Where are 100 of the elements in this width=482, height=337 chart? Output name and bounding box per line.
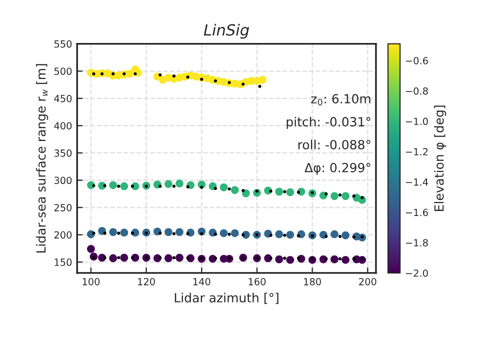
point — [186, 256, 190, 260]
point — [258, 84, 262, 88]
point — [103, 256, 106, 260]
point — [103, 184, 106, 188]
point — [286, 256, 294, 264]
point — [283, 190, 286, 194]
y-tick-label: 550 — [54, 40, 72, 48]
point — [324, 234, 328, 238]
point — [269, 234, 272, 237]
point — [275, 188, 284, 196]
color-bar-label: −1.2 — [406, 148, 428, 156]
point — [158, 256, 162, 260]
point — [269, 256, 272, 260]
y-tick-label: 150 — [54, 258, 72, 266]
point — [230, 229, 239, 238]
point — [176, 180, 184, 188]
point — [338, 257, 342, 260]
point — [360, 196, 364, 200]
point — [342, 231, 350, 240]
point — [242, 233, 245, 236]
point — [164, 228, 172, 236]
point — [330, 255, 338, 264]
point — [164, 254, 172, 262]
color-bar-label: −1.8 — [406, 239, 428, 246]
point — [130, 184, 134, 188]
point — [117, 184, 120, 188]
color-bar-label: −0.8 — [406, 87, 428, 95]
y-tick-label: 500 — [54, 68, 72, 75]
point — [286, 230, 294, 239]
point — [214, 186, 218, 190]
point — [92, 72, 96, 76]
point — [130, 232, 134, 235]
point — [242, 189, 250, 198]
point — [176, 228, 184, 236]
y-tick-label: 350 — [54, 149, 72, 157]
point — [109, 181, 118, 190]
point — [338, 234, 342, 238]
color-bar-title: Elevation φ [deg] — [434, 106, 446, 211]
point — [172, 256, 176, 260]
annotation: pitch: -0.031° — [286, 116, 370, 129]
point — [87, 245, 95, 253]
point — [117, 232, 120, 235]
point — [258, 76, 266, 84]
point — [352, 257, 356, 260]
point — [200, 186, 204, 189]
point — [283, 234, 286, 237]
x-axis-title: Lidar azimuth [°] — [174, 292, 278, 304]
y-tick-label: 300 — [54, 176, 72, 184]
y-tick-label: 450 — [54, 94, 72, 102]
point — [120, 182, 128, 190]
point — [214, 256, 218, 260]
point — [172, 74, 176, 78]
point — [275, 230, 284, 238]
x-tick-label: 160 — [248, 278, 266, 286]
color-bar-label: −1.6 — [406, 208, 428, 216]
annotation: roll: -0.088° — [298, 140, 370, 150]
point — [92, 184, 96, 188]
point — [186, 185, 190, 188]
point — [230, 186, 239, 194]
point — [228, 187, 231, 190]
color-bar-label: −1.0 — [406, 118, 428, 126]
point — [214, 79, 218, 82]
annotation: Δφ: 0.299° — [304, 162, 370, 175]
point — [164, 180, 172, 188]
point — [103, 232, 106, 235]
point — [109, 228, 118, 236]
point — [296, 256, 300, 260]
point — [186, 232, 190, 236]
annotation: z$_{0}$: 6.10m — [311, 94, 370, 106]
point — [228, 232, 231, 236]
point — [324, 257, 328, 260]
point — [92, 232, 96, 235]
point — [269, 190, 272, 193]
point — [126, 70, 134, 78]
point — [242, 189, 245, 192]
point — [120, 228, 128, 237]
point — [158, 184, 162, 188]
y-tick-label: 200 — [54, 231, 72, 239]
point — [342, 256, 350, 264]
point — [352, 194, 356, 198]
point — [275, 255, 284, 264]
y-tick-label: 400 — [54, 122, 72, 130]
point — [158, 232, 162, 235]
point — [172, 184, 176, 188]
point — [242, 82, 245, 86]
point — [286, 188, 294, 196]
x-tick-label: 140 — [193, 278, 210, 286]
point — [324, 192, 328, 196]
point — [109, 254, 118, 262]
x-tick-label: 120 — [138, 278, 155, 286]
point — [117, 256, 120, 260]
point — [220, 229, 228, 238]
chart-title: LinSig — [204, 24, 249, 39]
point — [352, 235, 356, 239]
x-tick-label: 180 — [304, 278, 321, 286]
point — [296, 190, 300, 194]
point — [283, 256, 286, 260]
point — [134, 72, 137, 76]
y-axis-title: Lidar-sea surface range r$_{w}$ [m] — [36, 64, 48, 253]
x-tick-label: 100 — [82, 278, 100, 286]
